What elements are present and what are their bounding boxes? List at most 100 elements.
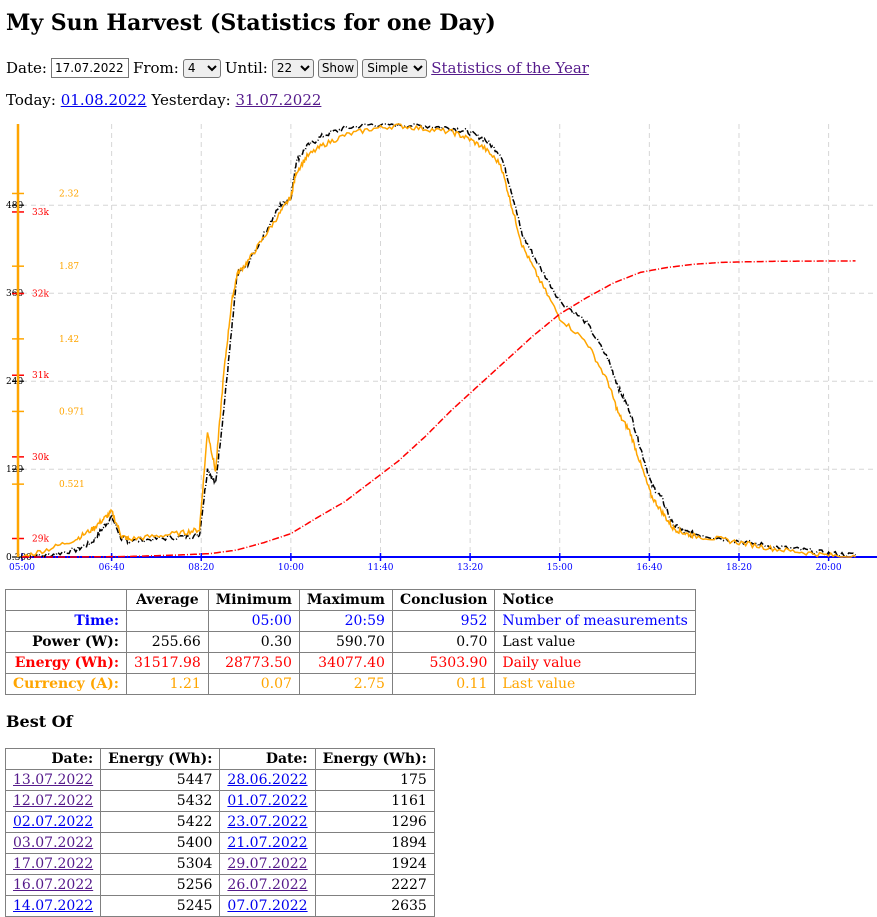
worst-date-link[interactable]: 26.07.2022 bbox=[227, 877, 308, 893]
x-tick-label: 08:20 bbox=[188, 563, 214, 573]
stats-cell: 31517.98 bbox=[125, 652, 209, 674]
stats-cell: 255.66 bbox=[125, 631, 209, 653]
worst-energy-cell: 1894 bbox=[314, 832, 435, 854]
best-of-table: Date: Energy (Wh): Date: Energy (Wh): 13… bbox=[4, 748, 435, 917]
chart-series bbox=[21, 123, 856, 559]
current-tick-label: 0.521 bbox=[59, 480, 85, 490]
date-input[interactable] bbox=[50, 58, 129, 78]
worst-date-cell: 26.07.2022 bbox=[219, 874, 316, 896]
yesterday-link[interactable]: 31.07.2022 bbox=[235, 91, 322, 109]
best-date-link[interactable]: 02.07.2022 bbox=[13, 814, 94, 830]
stats-cell: 590.70 bbox=[298, 631, 393, 653]
x-tick-label: 10:00 bbox=[278, 563, 304, 573]
worst-date-link[interactable]: 28.06.2022 bbox=[227, 772, 308, 788]
worst-energy-cell: 2227 bbox=[314, 874, 435, 896]
best-col-header: Date: bbox=[219, 748, 316, 770]
stats-row-time: Time: 05:00 20:59 952 Number of measurem… bbox=[5, 610, 696, 632]
best-date-link[interactable]: 17.07.2022 bbox=[13, 856, 94, 872]
worst-date-link[interactable]: 07.07.2022 bbox=[227, 898, 308, 914]
today-label: Today: bbox=[6, 91, 56, 109]
best-col-header: Energy (Wh): bbox=[100, 748, 221, 770]
best-date-cell: 16.07.2022 bbox=[4, 874, 102, 896]
worst-date-link[interactable]: 01.07.2022 bbox=[227, 793, 308, 809]
stats-row-label: Energy (Wh): bbox=[5, 652, 127, 674]
power-tick-label: 480 bbox=[6, 201, 23, 211]
day-nav: Today: 01.08.2022 Yesterday: 31.07.2022 bbox=[6, 91, 321, 109]
worst-date-link[interactable]: 21.07.2022 bbox=[227, 835, 308, 851]
power-tick-label: 240 bbox=[6, 377, 23, 387]
today-link[interactable]: 01.08.2022 bbox=[60, 91, 147, 109]
best-date-link[interactable]: 12.07.2022 bbox=[13, 793, 94, 809]
until-label: Until: bbox=[224, 59, 268, 77]
worst-date-cell: 29.07.2022 bbox=[219, 853, 316, 875]
best-energy-cell: 5422 bbox=[100, 811, 221, 833]
show-button[interactable]: Show bbox=[317, 58, 359, 78]
best-row: 12.07.2022 5432 01.07.2022 1161 bbox=[4, 790, 435, 812]
best-row: 17.07.2022 5304 29.07.2022 1924 bbox=[4, 853, 435, 875]
yesterday-label: Yesterday: bbox=[151, 91, 231, 109]
best-row: 14.07.2022 5245 07.07.2022 2635 bbox=[4, 895, 435, 917]
worst-date-link[interactable]: 23.07.2022 bbox=[227, 814, 308, 830]
stats-cell: 0.07 bbox=[207, 673, 300, 695]
worst-energy-cell: 1161 bbox=[314, 790, 435, 812]
stats-cell: 1.21 bbox=[125, 673, 209, 695]
from-label: From: bbox=[132, 59, 179, 77]
energy-tick-label: 31k bbox=[32, 371, 49, 381]
x-tick-label: 20:00 bbox=[816, 563, 842, 573]
best-col-header: Date: bbox=[4, 748, 102, 770]
stats-col-header: Average bbox=[125, 589, 209, 611]
power-series-line bbox=[21, 123, 856, 558]
worst-date-link[interactable]: 29.07.2022 bbox=[227, 856, 308, 872]
best-date-cell: 12.07.2022 bbox=[4, 790, 102, 812]
best-date-cell: 13.07.2022 bbox=[4, 769, 102, 791]
best-date-link[interactable]: 16.07.2022 bbox=[13, 877, 94, 893]
best-of-heading: Best Of bbox=[6, 712, 73, 731]
stats-cell: 0.30 bbox=[207, 631, 300, 653]
x-tick-label: 18:20 bbox=[726, 563, 752, 573]
stats-row-current: Currency (A): 1.21 0.07 2.75 0.11 Last v… bbox=[5, 673, 696, 695]
best-row: 13.07.2022 5447 28.06.2022 175 bbox=[4, 769, 435, 791]
stats-cell: 2.75 bbox=[298, 673, 393, 695]
energy-series-line bbox=[22, 260, 856, 558]
stats-row-energy: Energy (Wh): 31517.98 28773.50 34077.40 … bbox=[5, 652, 696, 674]
stats-cell: 20:59 bbox=[298, 610, 393, 632]
stats-cell: 5303.90 bbox=[391, 652, 496, 674]
power-tick-label: 0.300 bbox=[6, 553, 32, 563]
stats-cell: 28773.50 bbox=[207, 652, 300, 674]
x-tick-label: 11:40 bbox=[368, 563, 394, 573]
year-statistics-link[interactable]: Statistics of the Year bbox=[431, 59, 589, 77]
best-date-link[interactable]: 14.07.2022 bbox=[13, 898, 94, 914]
statistics-header-row: Average Minimum Maximum Conclusion Notic… bbox=[5, 589, 696, 611]
x-tick-label: 15:00 bbox=[547, 563, 573, 573]
energy-tick-label: 33k bbox=[32, 208, 49, 218]
stats-col-header: Minimum bbox=[207, 589, 300, 611]
until-select[interactable]: 22 bbox=[271, 58, 314, 78]
controls-bar: Date: From: 4 Until: 22 Show Simple Stat… bbox=[6, 58, 589, 78]
from-select[interactable]: 4 bbox=[182, 58, 221, 78]
best-energy-cell: 5245 bbox=[100, 895, 221, 917]
best-row: 02.07.2022 5422 23.07.2022 1296 bbox=[4, 811, 435, 833]
current-tick-label: 2.32 bbox=[59, 189, 79, 199]
best-date-cell: 02.07.2022 bbox=[4, 811, 102, 833]
energy-tick-label: 32k bbox=[32, 290, 49, 300]
best-date-link[interactable]: 13.07.2022 bbox=[13, 772, 94, 788]
page-title: My Sun Harvest (Statistics for one Day) bbox=[6, 10, 496, 36]
stats-cell: 0.11 bbox=[391, 673, 496, 695]
stats-col-header bbox=[5, 589, 127, 611]
current-tick-label: 1.87 bbox=[59, 262, 79, 272]
best-energy-cell: 5256 bbox=[100, 874, 221, 896]
x-tick-label: 13:20 bbox=[457, 563, 483, 573]
best-row: 03.07.2022 5400 21.07.2022 1894 bbox=[4, 832, 435, 854]
current-tick-label: 1.42 bbox=[59, 335, 79, 345]
power-tick-label: 120 bbox=[6, 465, 23, 475]
stats-row-label: Power (W): bbox=[5, 631, 127, 653]
best-date-link[interactable]: 03.07.2022 bbox=[13, 835, 94, 851]
current-series-line bbox=[21, 123, 856, 559]
mode-select[interactable]: Simple bbox=[362, 58, 428, 78]
worst-energy-cell: 1924 bbox=[314, 853, 435, 875]
worst-date-cell: 28.06.2022 bbox=[219, 769, 316, 791]
stats-cell: 05:00 bbox=[207, 610, 300, 632]
statistics-table: Average Minimum Maximum Conclusion Notic… bbox=[5, 589, 696, 695]
x-tick-label: 05:00 bbox=[9, 563, 35, 573]
worst-date-cell: 23.07.2022 bbox=[219, 811, 316, 833]
